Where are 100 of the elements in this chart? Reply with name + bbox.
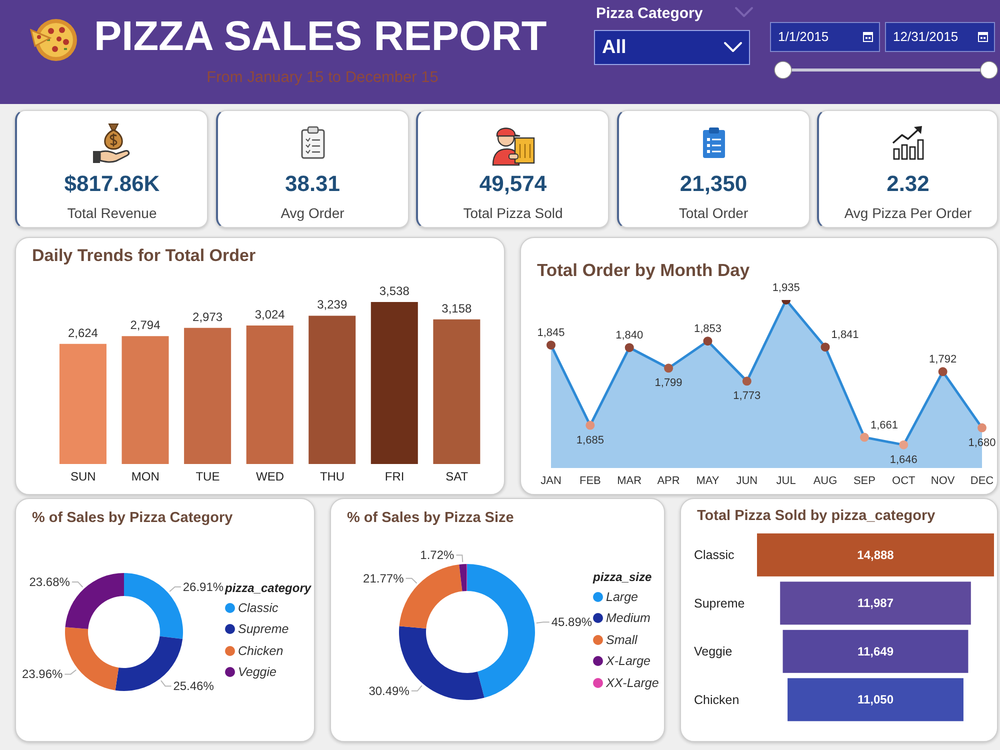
legend-label: Large: [606, 590, 638, 604]
donut-slice: [467, 564, 535, 698]
data-label: 23.96%: [22, 667, 64, 682]
x-tick-label: WED: [256, 470, 284, 484]
category-label: Classic: [694, 548, 734, 562]
legend-label: XX-Large: [606, 676, 659, 690]
data-label: 11,050: [857, 692, 894, 707]
legend-label: Chicken: [238, 644, 284, 658]
point: [978, 423, 986, 432]
data-label: 45.89%: [551, 615, 592, 630]
donut-slice: [124, 573, 183, 640]
point: [938, 367, 948, 376]
point: [586, 420, 595, 430]
data-label: 11,987: [857, 596, 894, 610]
text: PIZZA SALES REPORT: [94, 12, 547, 59]
x-tick-label: MON: [131, 470, 160, 484]
donut-slice: [65, 627, 119, 690]
point: [703, 336, 712, 346]
chart-title: % of Sales by Pizza Category: [32, 510, 233, 526]
chart-title: % of Sales by Pizza Size: [347, 510, 514, 526]
x-tick-label: JUL: [776, 474, 796, 487]
legend-label: Supreme: [238, 622, 289, 636]
data-label: 1,646: [890, 454, 918, 466]
data-label: 11,649: [857, 644, 894, 658]
data-label: 3,538: [379, 284, 410, 298]
data-label: 1,792: [929, 354, 957, 366]
x-tick-label: OCT: [892, 474, 916, 487]
chart-title: Daily Trends for Total Order: [32, 246, 256, 265]
data-label: 3,158: [442, 301, 472, 316]
legend-label: X-Large: [606, 654, 650, 668]
bar: [308, 316, 356, 464]
data-label: 30.49%: [368, 684, 410, 698]
point: [742, 376, 752, 386]
x-tick-label: TUE: [196, 470, 220, 484]
data-label: 21.77%: [363, 571, 404, 586]
text: 21,350: [680, 171, 748, 196]
data-label: 1,853: [694, 323, 722, 336]
x-tick-label: MAY: [696, 474, 720, 487]
dropdown-field: All: [594, 30, 750, 65]
x-tick-label: FRI: [384, 470, 404, 484]
data-label: 3,024: [254, 308, 286, 322]
legend-title: pizza_category: [225, 581, 312, 595]
legend-label: Small: [606, 632, 638, 647]
text: $817.86K: [64, 171, 160, 196]
bar: [122, 336, 169, 464]
x-tick-label: SUN: [70, 470, 96, 484]
point: [546, 340, 556, 350]
x-tick-label: JAN: [540, 474, 562, 487]
text: 49,574: [479, 171, 547, 196]
x-tick-label: FEB: [579, 474, 601, 487]
point: [899, 440, 908, 450]
data-label: 1,799: [654, 377, 682, 390]
data-label: 14,888: [857, 548, 894, 562]
date-field: 1/1/2015: [770, 22, 880, 52]
x-tick-label: NOV: [930, 474, 956, 487]
data-label: 3,239: [317, 298, 348, 312]
data-label: 1,680: [968, 436, 996, 449]
data-label: 1.72%: [420, 548, 455, 562]
text: From January 15 to December 15: [206, 69, 438, 86]
text: Total Revenue: [67, 205, 157, 221]
chart-title: Total Order by Month Day: [537, 260, 750, 280]
category-label: Veggie: [694, 644, 732, 659]
data-label: 1,661: [870, 419, 898, 432]
legend-title: pizza_size: [593, 570, 652, 584]
date-field: 12/31/2015: [885, 22, 995, 52]
category-label: Chicken: [694, 692, 740, 707]
x-tick-label: DEC: [970, 474, 994, 487]
data-label: 1,685: [576, 434, 604, 446]
point: [664, 364, 674, 373]
data-label: 1,935: [772, 282, 800, 294]
text: Total Order: [678, 205, 748, 221]
bar: [246, 326, 294, 464]
x-tick-label: THU: [320, 470, 345, 484]
x-tick-label: MAR: [617, 474, 642, 487]
bar: [184, 328, 232, 464]
point: [624, 343, 634, 352]
bar: [370, 302, 418, 464]
legend-label: Medium: [606, 611, 650, 626]
text: 2.32: [886, 171, 930, 196]
x-tick-label: APR: [657, 474, 680, 487]
data-label: 1,840: [616, 330, 644, 342]
x-tick-label: JUN: [736, 474, 758, 487]
text: Avg Pizza Per Order: [844, 205, 972, 221]
x-tick-label: SEP: [853, 474, 876, 487]
data-label: 1,845: [537, 327, 565, 340]
data-label: 1,773: [733, 390, 761, 402]
text: Total Pizza Sold by pizza_category: [697, 508, 936, 524]
point: [860, 432, 869, 442]
data-label: 2,794: [130, 318, 161, 332]
category-label: Supreme: [694, 596, 745, 610]
bar: [59, 344, 106, 464]
data-label: 25.46%: [173, 679, 214, 694]
data-label: 1,841: [831, 329, 859, 342]
data-label: 2,624: [68, 326, 98, 340]
data-label: 26.91%: [182, 580, 224, 594]
data-label: 2,973: [192, 310, 223, 324]
point: [820, 342, 830, 352]
donut-slice: [459, 564, 467, 592]
text: Avg Order: [280, 205, 344, 221]
x-tick-label: SAT: [446, 470, 469, 484]
